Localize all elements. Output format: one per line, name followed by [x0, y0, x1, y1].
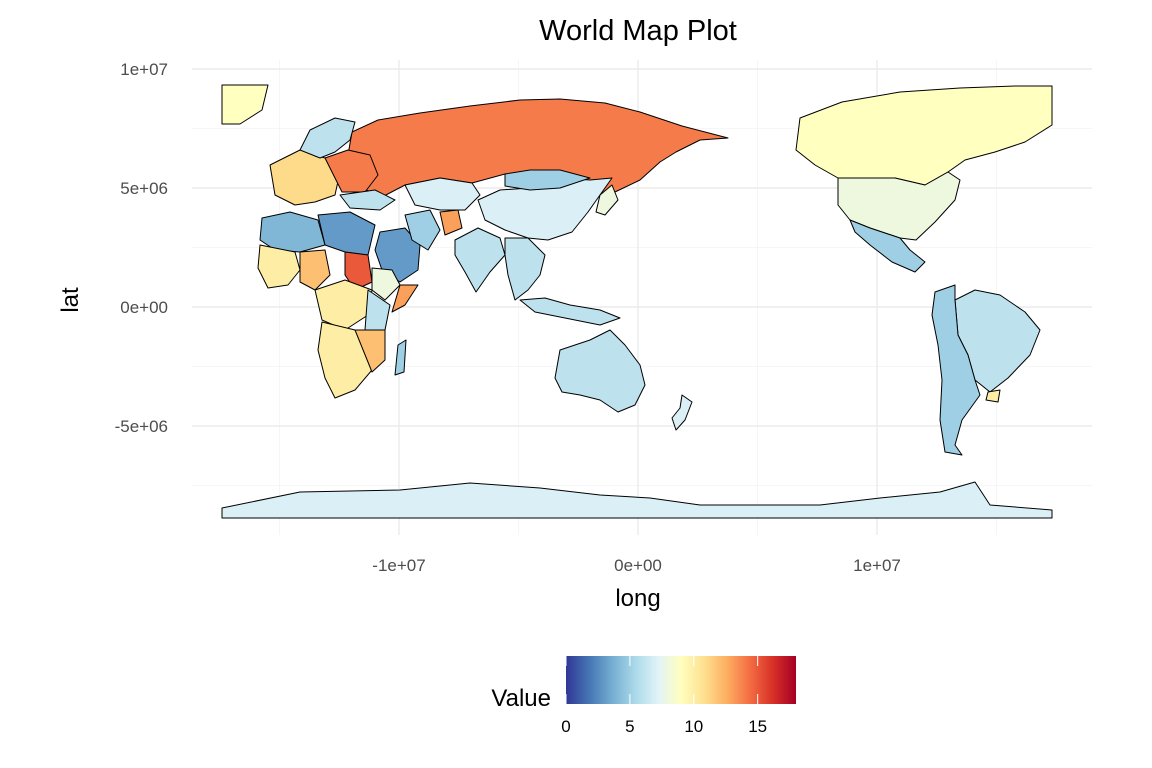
region-nigeria-region	[299, 249, 331, 291]
region-canada	[795, 85, 1053, 186]
region-scandinavia	[299, 117, 356, 159]
region-saudi-arabia	[374, 227, 421, 283]
legend-tick-label: 10	[684, 717, 703, 736]
x-axis-title: long	[615, 585, 660, 612]
map-regions	[221, 84, 1053, 519]
region-west-africa	[257, 244, 301, 289]
region-turkey	[339, 189, 396, 211]
region-antarctica	[221, 481, 1053, 519]
region-greenland	[221, 84, 269, 125]
region-iran	[404, 209, 441, 251]
y-tick-label: 5e+06	[120, 179, 168, 198]
region-japan	[595, 184, 619, 216]
region-eastern-europe	[324, 149, 379, 193]
x-tick-label: -1e+07	[372, 556, 425, 575]
region-north-africa-east	[317, 211, 376, 256]
region-mexico	[849, 219, 926, 273]
region-madagascar	[394, 339, 407, 376]
region-north-africa-west	[259, 211, 326, 253]
region-india	[454, 227, 506, 293]
region-indonesia	[519, 297, 621, 326]
y-tick-label: -5e+06	[115, 417, 168, 436]
region-southeast-asia	[504, 237, 546, 301]
y-tick-label: 0e+00	[120, 298, 168, 317]
y-tick-label: 1e+07	[120, 60, 168, 79]
region-south-america-other	[931, 284, 981, 456]
legend-title: Value	[491, 685, 551, 712]
region-new-zealand	[671, 394, 693, 431]
x-tick-label: 0e+00	[614, 556, 662, 575]
region-somalia	[391, 284, 419, 313]
x-tick-label: 1e+07	[853, 556, 901, 575]
chart-title: World Map Plot	[539, 15, 737, 47]
legend-tick-label: 5	[625, 717, 634, 736]
region-australia	[554, 329, 646, 413]
legend-ticks: 0 5 10 15	[561, 656, 767, 736]
region-afghanistan	[439, 209, 463, 236]
region-kazakhstan	[404, 177, 481, 211]
region-sudan	[344, 251, 373, 291]
region-ethiopia	[371, 267, 401, 301]
legend-tick-label: 15	[748, 717, 767, 736]
region-mongolia	[504, 169, 591, 191]
legend-colorbar	[566, 656, 796, 704]
legend-tick-label: 0	[561, 717, 570, 736]
axis-ticks: -1e+07 0e+00 1e+07 -5e+06 0e+00 5e+06 1e+07	[115, 60, 901, 575]
region-mozambique-region	[354, 329, 386, 373]
region-uruguay	[985, 389, 1001, 403]
y-axis-title: lat	[57, 287, 84, 313]
